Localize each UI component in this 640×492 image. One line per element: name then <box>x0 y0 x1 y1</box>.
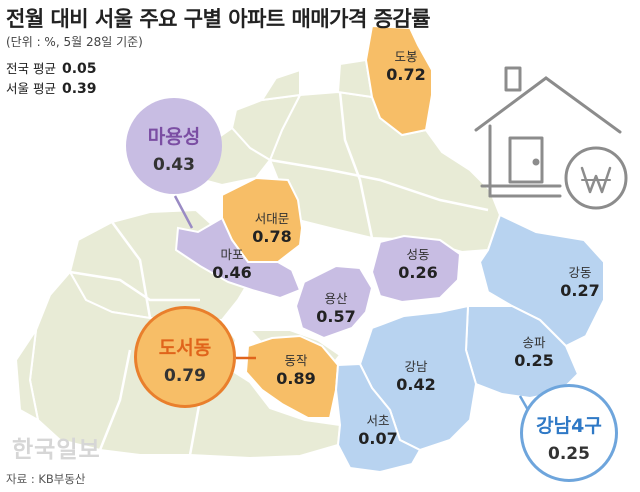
group-name: 마용성 <box>147 126 201 148</box>
district-shape-dongjak <box>244 334 340 419</box>
district-label-mapo: 마포 0.46 <box>212 244 251 282</box>
source-note: 자료 : KB부동산 <box>6 472 86 486</box>
district-value: 0.78 <box>252 227 292 246</box>
house-won-icon <box>474 66 628 210</box>
district-label-yongsan: 용산 0.57 <box>316 288 355 326</box>
chart-title: 전월 대비 서울 주요 구별 아파트 매매가격 증감률 <box>6 7 431 31</box>
group-value: 0.25 <box>548 444 590 464</box>
national-average-value: 0.05 <box>61 61 97 77</box>
watermark: 한국일보 <box>12 437 101 463</box>
district-name: 도봉 <box>394 49 418 64</box>
district-label-dobong: 도봉 0.72 <box>386 46 425 84</box>
district-shape-mapo <box>174 216 302 300</box>
district-value: 0.07 <box>358 429 398 448</box>
district-label-gangnam: 강남 0.42 <box>396 356 435 394</box>
group-value: 0.43 <box>153 155 195 175</box>
district-value: 0.27 <box>560 281 600 300</box>
district-value: 0.72 <box>386 65 426 84</box>
district-label-seodaemun: 서대문 0.78 <box>252 208 291 246</box>
district-value: 0.89 <box>276 369 316 388</box>
district-name: 마포 <box>220 247 244 262</box>
district-shape-seocho <box>334 362 422 474</box>
district-name: 송파 <box>522 335 546 350</box>
district-name: 서대문 <box>254 211 290 226</box>
district-label-seocho: 서초 0.07 <box>358 410 397 448</box>
district-borders <box>69 91 489 456</box>
district-name: 강남 <box>404 359 428 374</box>
district-name: 서초 <box>366 413 390 428</box>
district-name: 성동 <box>406 247 430 262</box>
seoul-average-label: 서울 평균 <box>6 81 56 96</box>
seoul-average: 서울 평균 0.39 <box>6 78 97 97</box>
group-value: 0.79 <box>164 366 206 386</box>
group-name: 강남4구 <box>536 415 602 437</box>
group-circle-gangnam4: 강남4구 0.25 <box>520 384 618 482</box>
district-name: 용산 <box>324 291 348 306</box>
group-circle-mayongseong: 마용성 0.43 <box>126 98 222 194</box>
district-label-gangdong: 강동 0.27 <box>560 262 599 300</box>
district-label-songpa: 송파 0.25 <box>514 332 553 370</box>
seoul-average-value: 0.39 <box>61 81 97 97</box>
district-value: 0.42 <box>396 375 436 394</box>
group-connectors <box>173 195 194 229</box>
district-value: 0.46 <box>212 263 252 282</box>
national-average-label: 전국 평균 <box>6 61 56 76</box>
district-shape-yongsan <box>294 264 374 340</box>
group-circle-doseodong: 도서동 0.79 <box>134 306 236 408</box>
district-value: 0.26 <box>398 263 438 282</box>
district-value: 0.25 <box>514 351 554 370</box>
district-shape-dobong <box>364 24 433 137</box>
district-name: 강동 <box>568 265 592 280</box>
national-average: 전국 평균 0.05 <box>6 58 97 77</box>
district-label-seongdong: 성동 0.26 <box>398 244 437 282</box>
district-name: 동작 <box>284 353 308 368</box>
district-shape-seongdong <box>370 234 462 304</box>
group-name: 도서동 <box>158 337 212 359</box>
district-label-dongjak: 동작 0.89 <box>276 350 315 388</box>
district-value: 0.57 <box>316 307 356 326</box>
unit-note: (단위 : %, 5월 28일 기준) <box>6 35 143 49</box>
